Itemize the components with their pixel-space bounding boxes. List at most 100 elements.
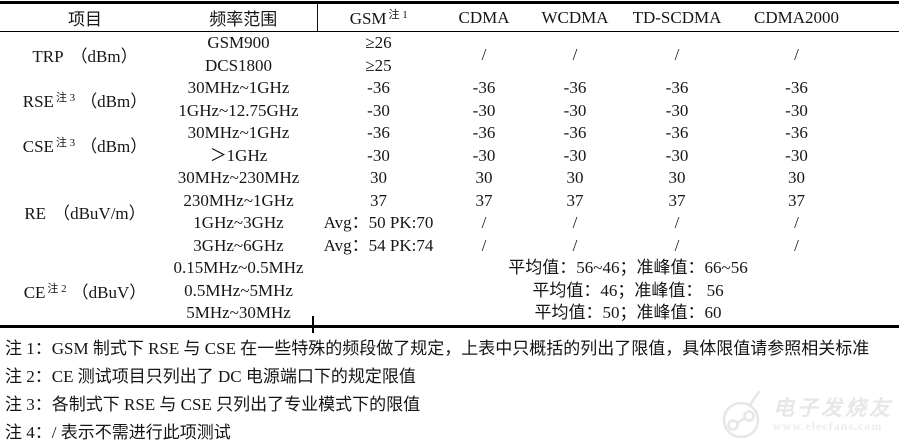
col-header-wcdma: WCDMA (528, 2, 622, 32)
value-cell: 30 (668, 168, 686, 188)
value-cell: Avg：54 PK:74 (323, 235, 434, 255)
item-unit: （dBm） (80, 91, 148, 111)
watermark-brand: 电子发烧友 (773, 396, 893, 420)
value-cell: 37 (475, 190, 493, 210)
item-cell-re: RE （dBuV/m） (0, 167, 170, 257)
item-unit: （dBm） (80, 136, 148, 156)
footnote-3: 注 3：各制式下 RSE 与 CSE 只列出了专业模式下的限值 (5, 395, 421, 414)
slash-cell: / (794, 44, 799, 64)
table-row: RE （dBuV/m） 30MHz~230MHz 30 30 30 30 30 (0, 167, 899, 223)
table-row: 1GHz~3GHz Avg：50 PK:70 / / / / (0, 212, 899, 235)
table-row: CSE 注 3 （dBm） 30MHz~1GHz -36 -36 -36 -36 -… (0, 122, 899, 155)
col-header-cdma: CDMA (440, 2, 528, 32)
gsm-footnote-ref: 注 1 (388, 9, 408, 21)
item-cell-cse: CSE 注 3 （dBm） (0, 122, 170, 167)
watermark: 电子发烧友 www.elecfans.com (720, 389, 893, 441)
item-cell-ce: CE 注 2 （dBuV） (0, 257, 170, 326)
freq-cell: 30MHz~230MHz (177, 168, 300, 188)
elecfans-logo-icon (722, 390, 761, 439)
item-footnote-ref: 注 2 (47, 282, 67, 295)
header-row: 项目 频率范围 GSM 注 1 CDMA WCDMA TD-SCDMA CDMA2… (0, 2, 899, 32)
freq-cell: ＞1GHz (209, 145, 268, 165)
footnote-2: 注 2：CE 测试项目只列出了 DC 电源端口下的规定限值 (5, 367, 416, 386)
slash-cell: / (572, 213, 578, 233)
slash-cell: / (572, 235, 578, 255)
table-row: CE 注 2 （dBuV） 0.15MHz~0.5MHz 平均值：56~46；准峰值… (0, 257, 899, 302)
table-row: ＞1GHz -30 -30 -30 -30 -30 (0, 145, 899, 168)
slash-cell: / (674, 213, 680, 233)
value-cell: -36 (367, 123, 390, 143)
item-label: CE (23, 282, 46, 302)
merged-value-cell: 平均值：56~46；准峰值：66~56 (508, 258, 748, 278)
value-cell: -30 (665, 145, 689, 165)
value-cell: ≥25 (365, 55, 392, 75)
freq-cell: DCS1800 (204, 55, 273, 75)
emc-limits-table: 项目 频率范围 GSM 注 1 CDMA WCDMA TD-SCDMA CDMA2… (0, 1, 899, 328)
slash-cell: / (674, 235, 680, 255)
watermark-url: www.elecfans.com (773, 419, 883, 433)
freq-cell: 230MHz~1GHz (183, 190, 294, 210)
col-header-gsm-label: GSM (349, 9, 387, 28)
item-label: CSE (22, 136, 54, 156)
value-cell: -36 (563, 78, 587, 98)
freq-cell: 0.5MHz~5MHz (184, 280, 293, 300)
value-cell: ≥26 (365, 33, 392, 53)
value-cell: 37 (566, 190, 584, 210)
value-cell: -36 (785, 123, 808, 143)
item-cell-trp: TRP （dBm） (0, 32, 170, 78)
item-label: TRP (32, 46, 64, 66)
footnote-4: 注 4：/ 表示不需进行此项测试 (5, 423, 231, 442)
item-footnote-ref: 注 3 (55, 136, 76, 149)
value-cell: -36 (563, 123, 587, 143)
table-row: DCS1800 ≥25 (0, 55, 899, 78)
col-header-gsm: GSM 注 1 (316, 2, 440, 32)
freq-cell: 5MHz~30MHz (186, 303, 291, 323)
value-cell: 30 (788, 168, 805, 188)
value-cell: -30 (563, 145, 587, 165)
value-cell: -36 (665, 123, 689, 143)
value-cell: -36 (367, 78, 390, 98)
item-label: RE (24, 204, 47, 223)
value-cell: -36 (665, 78, 689, 98)
col-header-item: 项目 (0, 2, 170, 32)
slash-cell: / (572, 44, 578, 64)
item-cell-rse: RSE 注 3 （dBm） (0, 77, 170, 122)
table-row: RSE 注 3 （dBm） 30MHz~1GHz -36 -36 -36 -36 -… (0, 77, 899, 110)
value-cell: -30 (367, 145, 390, 165)
slash-cell: / (481, 235, 487, 255)
value-cell: 37 (668, 190, 686, 210)
table-row: 3GHz~6GHz Avg：54 PK:74 / / / / (0, 235, 899, 258)
freq-cell: 30MHz~1GHz (187, 123, 290, 143)
item-unit: （dBuV/m） (53, 204, 146, 223)
value-cell: 30 (370, 168, 387, 188)
item-label: RSE (22, 91, 54, 111)
value-cell: -30 (472, 100, 496, 120)
item-unit: （dBuV） (71, 282, 147, 302)
freq-cell: GSM900 (207, 33, 270, 53)
slash-cell: / (481, 213, 487, 233)
slash-cell: / (481, 44, 487, 64)
table-row: 0.5MHz~5MHz 平均值：46；准峰值： 56 (0, 280, 899, 303)
table-row: 1GHz~12.75GHz -30 -30 -30 -30 -30 (0, 100, 899, 123)
value-cell: -30 (472, 145, 496, 165)
freq-cell: 0.15MHz~0.5MHz (173, 258, 304, 278)
col-header-tdscdma: TD-SCDMA (622, 2, 732, 32)
merged-value-cell: 平均值：50；准峰值：60 (534, 303, 722, 323)
value-cell: 37 (370, 190, 387, 210)
table-column-divider-tick (312, 316, 314, 333)
value-cell: -30 (563, 100, 587, 120)
table-row: TRP （dBm） GSM900 ≥26 / / / / (0, 32, 899, 65)
value-cell: -30 (785, 100, 808, 120)
value-cell: -36 (472, 123, 496, 143)
slash-cell: / (674, 44, 680, 64)
freq-cell: 1GHz~3GHz (193, 213, 284, 233)
item-unit: （dBm） (70, 46, 138, 66)
value-cell: 30 (566, 168, 584, 188)
footnote-1: 注 1：GSM 制式下 RSE 与 CSE 在一些特殊的频段做了规定，上表中只概… (5, 339, 870, 358)
freq-cell: 30MHz~1GHz (187, 78, 290, 98)
col-header-freq: 频率范围 (170, 2, 317, 32)
value-cell: -30 (785, 145, 808, 165)
value-cell: 30 (475, 168, 493, 188)
table-row: 5MHz~30MHz 平均值：50；准峰值：60 (0, 302, 899, 326)
